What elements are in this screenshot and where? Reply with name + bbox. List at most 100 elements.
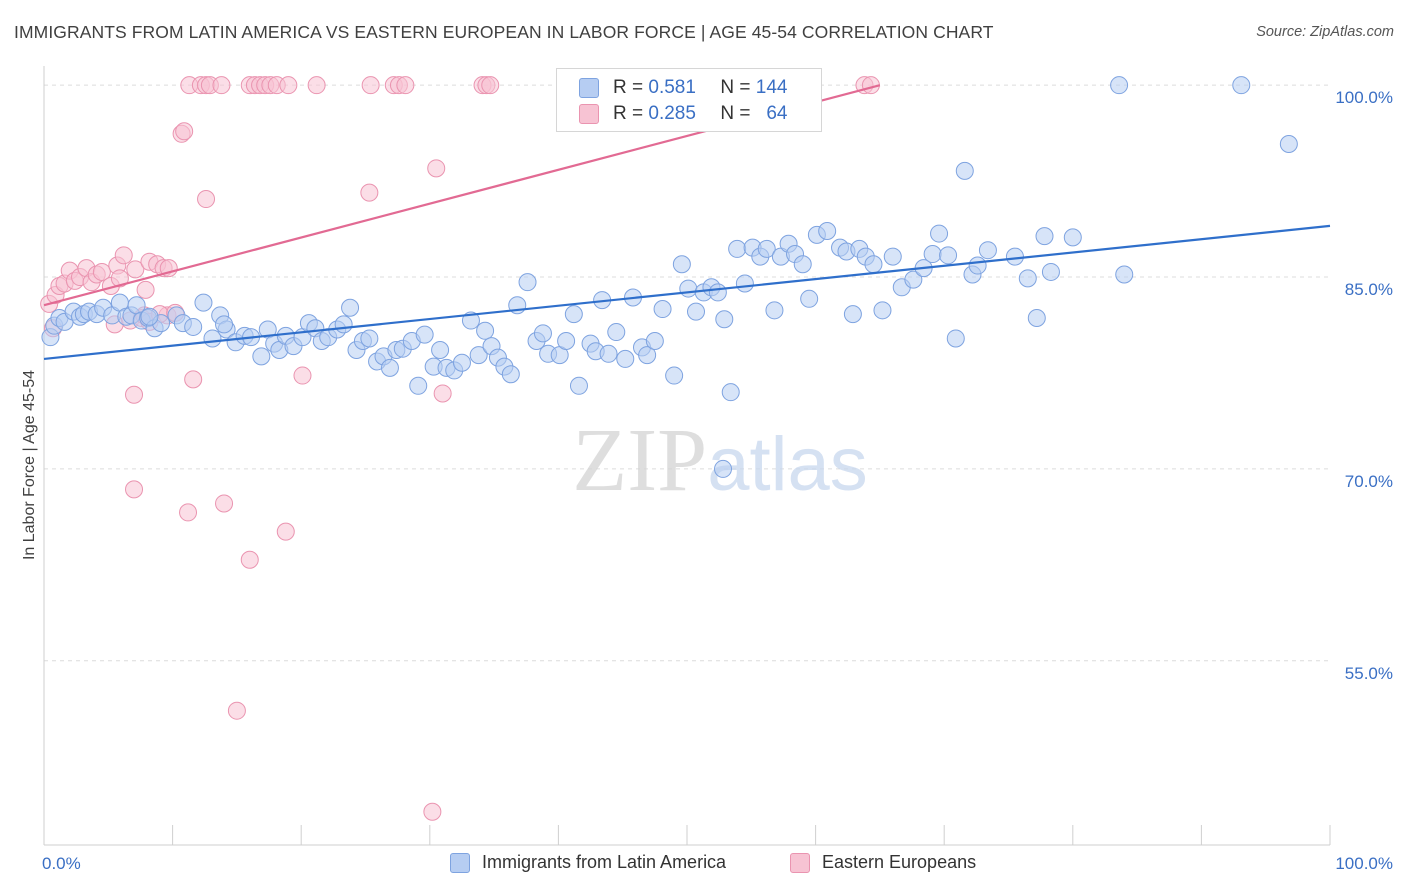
- pink-data-point: [197, 190, 216, 209]
- y-tick-label: 85.0%: [1345, 280, 1393, 299]
- blue-data-point: [978, 241, 997, 260]
- chart-title: IMMIGRANTS FROM LATIN AMERICA VS EASTERN…: [14, 22, 994, 42]
- blue-data-point: [873, 301, 892, 320]
- legend-label-latin-america: Immigrants from Latin America: [482, 852, 727, 872]
- blue-data-point: [1279, 135, 1298, 154]
- series-legend: Immigrants from Latin America Eastern Eu…: [0, 852, 1406, 878]
- source-label: Source: ZipAtlas.com: [1256, 24, 1394, 40]
- blue-data-point: [883, 247, 902, 266]
- blue-data-point: [672, 255, 691, 274]
- pink-data-point: [125, 480, 144, 499]
- blue-data-point: [501, 365, 520, 384]
- blue-data-point: [715, 310, 734, 329]
- blue-data-point: [728, 239, 747, 258]
- pink-r-value: 0.285: [648, 103, 696, 124]
- blue-data-point: [1035, 227, 1054, 246]
- blue-data-point: [714, 459, 733, 478]
- blue-data-point: [415, 325, 434, 344]
- pink-data-point: [307, 76, 326, 95]
- blue-data-point: [1115, 265, 1134, 284]
- blue-trend-line: [43, 224, 1331, 361]
- blue-data-point: [939, 246, 958, 265]
- watermark: ZIPatlas: [572, 411, 868, 510]
- blue-data-point: [1005, 247, 1024, 266]
- pink-data-point: [396, 76, 415, 95]
- blue-data-point: [564, 305, 583, 324]
- pink-data-point: [360, 183, 379, 202]
- axes: [43, 66, 1331, 846]
- blue-data-point: [687, 302, 706, 321]
- pink-data-point: [215, 494, 234, 513]
- y-axis-label: In Labor Force | Age 45-54: [21, 369, 38, 561]
- blue-data-point: [1063, 228, 1082, 247]
- x-tick-label: 100.0%: [1335, 854, 1393, 873]
- pink-data-point: [110, 269, 129, 288]
- pink-data-point: [136, 280, 155, 299]
- pink-swatch: [579, 104, 599, 124]
- blue-data-point: [679, 279, 698, 298]
- blue-data-point: [194, 293, 213, 312]
- blue-data-point: [721, 383, 740, 402]
- blue-data-point: [469, 346, 488, 365]
- n-label: N =: [720, 77, 751, 98]
- legend-item-latin-america: Immigrants from Latin America: [450, 852, 726, 873]
- blue-data-point: [360, 329, 379, 348]
- blue-data-point: [904, 270, 923, 289]
- pink-data-point: [276, 522, 295, 541]
- blue-data-point: [616, 349, 635, 368]
- blue-data-point: [252, 347, 271, 366]
- gridlines: [44, 84, 1330, 662]
- pink-data-point: [179, 503, 198, 522]
- pink-data-point: [433, 384, 452, 403]
- legend-row-pink: R = 0.285 N = 64: [579, 102, 787, 126]
- pink-data-point: [227, 701, 246, 720]
- blue-data-point: [1027, 308, 1046, 327]
- blue-data-point: [735, 274, 754, 293]
- stats-legend: R = 0.581 N = 144 R = 0.285 N = 64: [556, 68, 822, 132]
- y-tick-labels: 100.0% 85.0% 70.0% 55.0%: [1335, 88, 1393, 683]
- blue-n-value: 144: [755, 77, 788, 98]
- pink-series-points: [40, 76, 880, 821]
- blue-data-point: [665, 366, 684, 385]
- blue-data-point: [409, 376, 428, 395]
- legend-item-eastern-europeans: Eastern Europeans: [790, 852, 976, 873]
- blue-data-point: [215, 315, 234, 334]
- x-tick-labels: 0.0% 100.0%: [42, 854, 1393, 873]
- blue-data-point: [955, 161, 974, 180]
- pink-data-point: [114, 246, 133, 265]
- blue-data-point: [638, 346, 657, 365]
- blue-data-point: [518, 273, 537, 292]
- blue-data-point: [946, 329, 965, 348]
- pink-data-point: [212, 76, 231, 95]
- y-tick-label: 55.0%: [1345, 664, 1393, 683]
- pink-data-point: [92, 262, 111, 281]
- blue-data-point: [653, 300, 672, 319]
- blue-data-point: [184, 317, 203, 336]
- blue-data-point: [765, 301, 784, 320]
- pink-swatch: [790, 852, 810, 873]
- pink-data-point: [427, 159, 446, 178]
- blue-data-point: [818, 222, 837, 241]
- blue-swatch: [450, 852, 470, 873]
- legend-label-eastern-europeans: Eastern Europeans: [822, 852, 977, 872]
- blue-data-point: [476, 321, 495, 340]
- y-tick-label: 100.0%: [1335, 88, 1393, 107]
- blue-series-points: [41, 76, 1298, 478]
- blue-data-point: [864, 255, 883, 274]
- blue-data-point: [533, 324, 552, 343]
- blue-data-point: [452, 353, 471, 372]
- pink-data-point: [184, 370, 203, 389]
- watermark-atlas: atlas: [707, 422, 868, 507]
- pink-data-point: [279, 76, 298, 95]
- r-label: R =: [613, 103, 644, 124]
- r-label: R =: [613, 77, 644, 98]
- x-tick-label: 0.0%: [42, 854, 81, 873]
- blue-data-point: [334, 315, 353, 334]
- blue-data-point: [569, 376, 588, 395]
- pink-data-point: [293, 366, 312, 385]
- blue-swatch: [579, 78, 599, 98]
- pink-data-point: [125, 385, 144, 404]
- blue-data-point: [923, 245, 942, 264]
- blue-data-point: [140, 307, 159, 326]
- blue-r-value: 0.581: [648, 77, 696, 98]
